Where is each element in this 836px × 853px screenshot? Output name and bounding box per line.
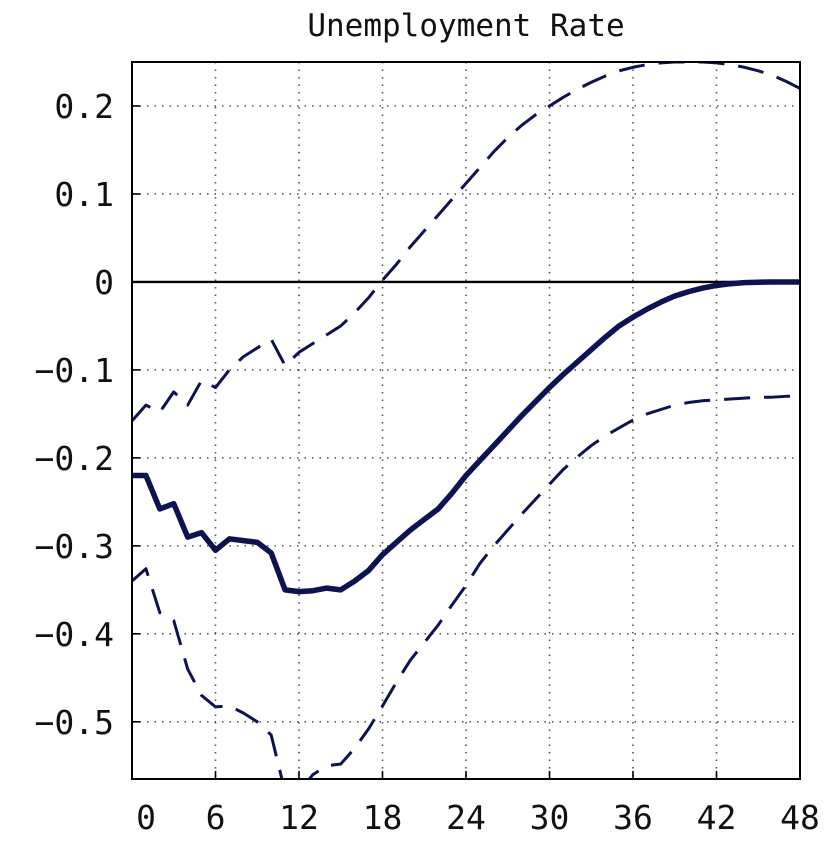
plot-border [131, 61, 801, 780]
x-tick-label: 12 [279, 798, 319, 837]
x-tick-label: 6 [206, 798, 226, 837]
y-tick-label: −0.1 [35, 351, 114, 390]
y-tick-label: −0.4 [35, 615, 114, 654]
upper-band-line [132, 62, 800, 422]
y-tick-label: 0.2 [54, 87, 114, 126]
x-tick-label: 18 [363, 798, 403, 837]
plot-frame [131, 61, 801, 780]
x-tick-label: 0 [136, 798, 156, 837]
x-tick-label: 24 [446, 798, 486, 837]
grid-lines [132, 62, 800, 779]
x-tick-label: 36 [613, 798, 653, 837]
y-tick-label: −0.5 [35, 703, 114, 742]
y-tick-label: −0.2 [35, 439, 114, 478]
axes: 0 6 12 18 24 30 36 42 48 0.2 0.1 0 −0.1 −0.2 −0.3 −0.4 −… [35, 87, 820, 837]
x-tick-label: 30 [530, 798, 570, 837]
series-layer [132, 62, 800, 779]
x-tick-label: 48 [780, 798, 820, 837]
y-tick-label: 0.1 [54, 175, 114, 214]
y-tick-label: 0 [94, 263, 114, 302]
estimate-line [132, 279, 800, 595]
x-tick-label: 42 [697, 798, 737, 837]
chart-title: Unemployment Rate [307, 8, 624, 44]
lower-band-line [132, 394, 800, 779]
y-tick-label: −0.3 [35, 527, 114, 566]
